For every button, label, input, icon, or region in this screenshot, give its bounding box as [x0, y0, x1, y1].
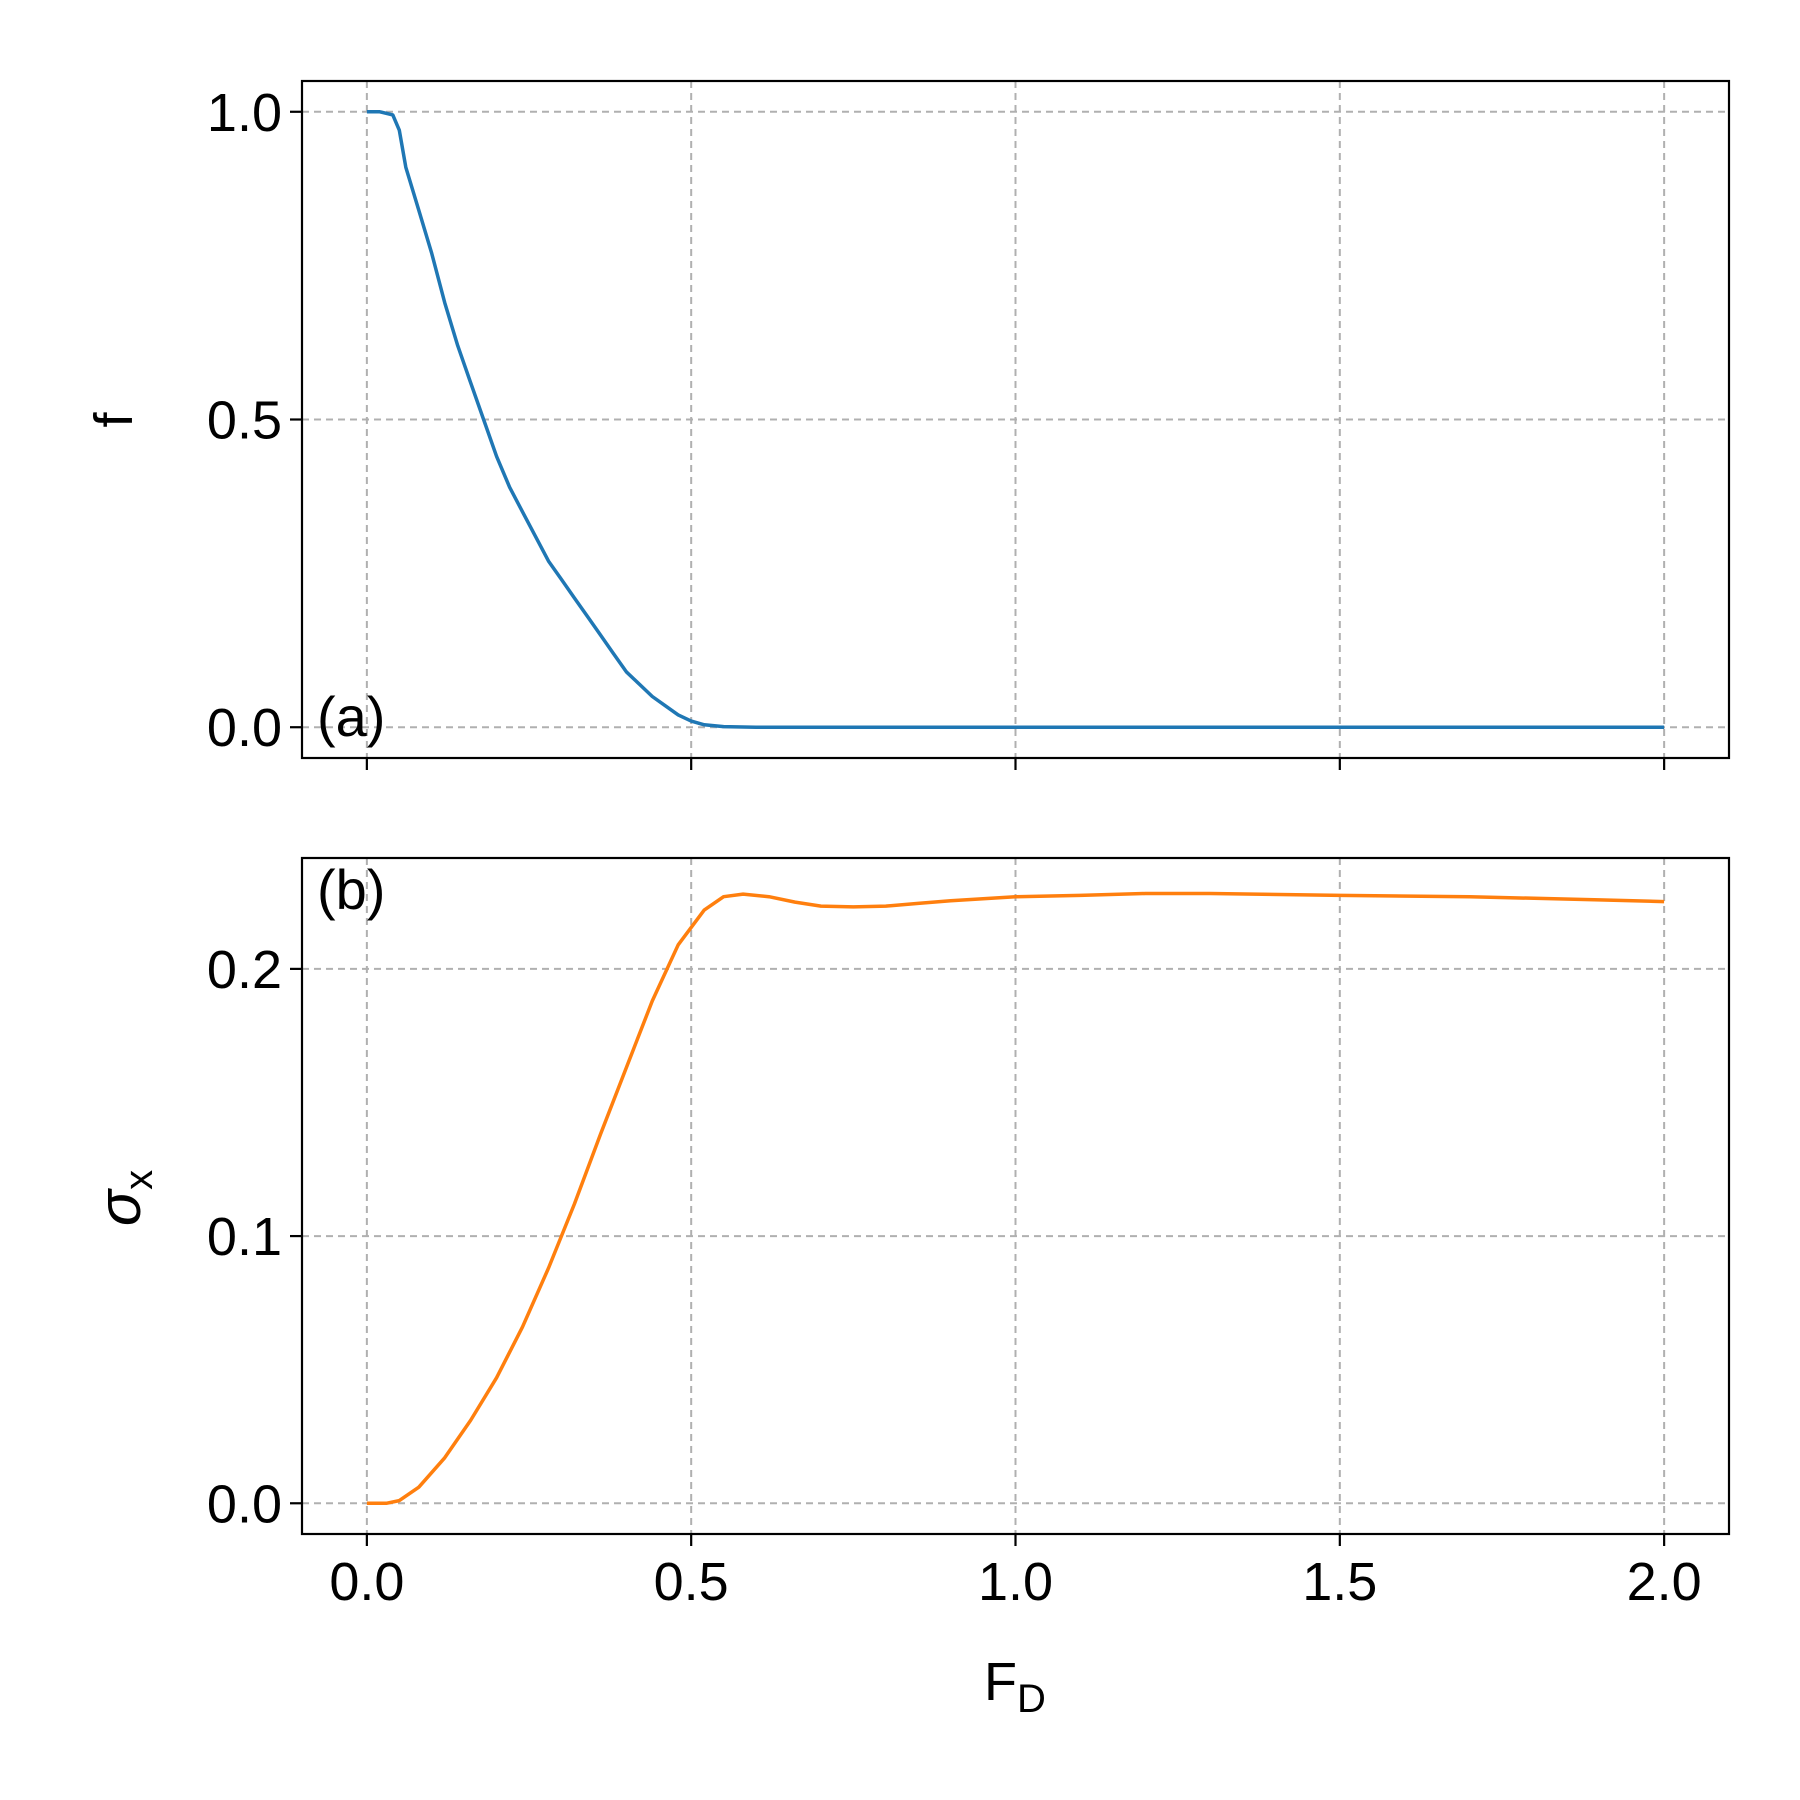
axes-frame-b — [300, 856, 1731, 1536]
panel-a: 0.0 0.5 1.0 (a) f — [84, 79, 1731, 770]
y-axis-label-b-sub: x — [117, 1170, 161, 1190]
ticks-a: 0.0 0.5 1.0 — [207, 83, 1666, 770]
grid-b — [302, 858, 1729, 1534]
y-tick-label: 1.0 — [207, 83, 282, 143]
ticks-b: 0.0 0.5 1.0 1.5 2.0 0.0 0.1 0.2 — [207, 940, 1702, 1612]
y-axis-label-b-main: σ — [86, 1187, 153, 1226]
x-tick-label: 1.5 — [1302, 1552, 1377, 1612]
x-tick-label: 0.0 — [329, 1552, 404, 1612]
y-tick-label: 0.1 — [207, 1207, 282, 1267]
series-line-f — [366, 110, 1665, 729]
axes-frame-a — [300, 79, 1731, 760]
y-tick-label: 0.0 — [207, 698, 282, 758]
y-tick-label: 0.0 — [207, 1474, 282, 1534]
panel-label-a: (a) — [317, 685, 385, 748]
y-axis-label-b: σx — [86, 1170, 161, 1226]
y-tick-label: 0.2 — [207, 940, 282, 1000]
y-tick-label: 0.5 — [207, 391, 282, 451]
x-tick-label: 0.5 — [654, 1552, 729, 1612]
x-tick-label: 2.0 — [1627, 1552, 1702, 1612]
panel-label-b: (b) — [317, 858, 385, 921]
x-axis-label-main: F — [984, 1652, 1017, 1712]
y-axis-label-a: f — [84, 412, 144, 428]
x-tick-label: 1.0 — [978, 1552, 1053, 1612]
panel-b: 0.0 0.5 1.0 1.5 2.0 0.0 0.1 0.2 (b) σx FD — [86, 856, 1731, 1721]
x-axis-label-sub: D — [1017, 1677, 1046, 1721]
series-line-sigma-x — [366, 891, 1665, 1506]
x-axis-label: FD — [984, 1652, 1046, 1721]
